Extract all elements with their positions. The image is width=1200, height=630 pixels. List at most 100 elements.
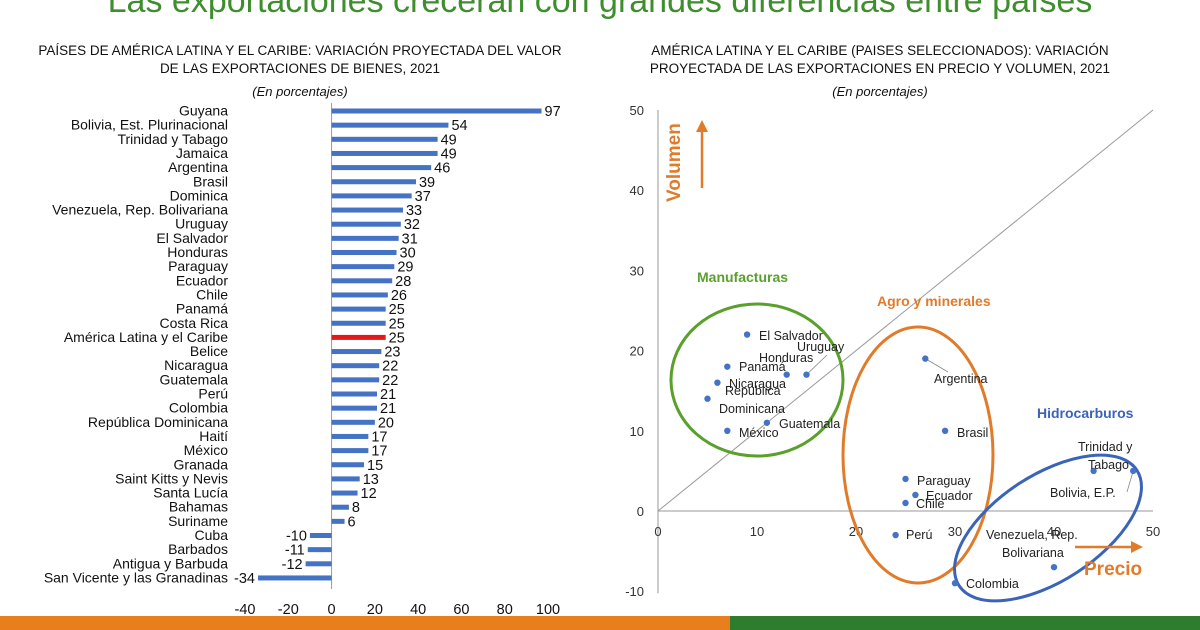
scatter-x-tick-label: 10 xyxy=(750,524,764,539)
scatter-chart-title: AMÉRICA LATINA Y EL CARIBE (PAISES SELEC… xyxy=(600,42,1160,78)
footer-bar-left xyxy=(0,616,730,630)
bar-category-label: Granada xyxy=(174,456,229,472)
scatter-point-label: Dominicana xyxy=(719,402,785,416)
bar-x-tick-label: 40 xyxy=(410,602,426,618)
bar-category-label: Colombia xyxy=(169,400,228,416)
bar-value-label: 25 xyxy=(389,302,405,318)
bar-value-label: 46 xyxy=(434,161,450,177)
bar xyxy=(331,250,397,255)
bar-category-label: México xyxy=(184,442,229,458)
bar-category-label: Suriname xyxy=(168,513,228,529)
bar-category-label: Guyana xyxy=(179,103,228,119)
scatter-chart-title-line2: PROYECTADA DE LAS EXPORTACIONES EN PRECI… xyxy=(649,61,1111,76)
bar xyxy=(309,533,332,538)
scatter-x-axis-label: Precio xyxy=(1084,559,1142,580)
bar-value-label: 22 xyxy=(382,359,398,375)
bar-category-label: Jamaica xyxy=(176,145,228,161)
bar-category-label: Haití xyxy=(199,428,228,444)
bar xyxy=(331,518,345,524)
bar-category-label: América Latina y el Caribe xyxy=(64,329,228,345)
scatter-chart-title-line1: AMÉRICA LATINA Y EL CARIBE (PAISES SELEC… xyxy=(651,43,1109,58)
bar-value-label: 26 xyxy=(391,288,407,304)
bar xyxy=(331,476,360,482)
scatter-point xyxy=(951,579,959,587)
bar xyxy=(331,504,349,510)
footer-bar-right xyxy=(730,616,1200,630)
bar-value-label: -11 xyxy=(285,543,305,559)
bar-value-label: 20 xyxy=(378,415,394,431)
scatter-point-label: República xyxy=(725,384,781,398)
bar xyxy=(331,165,432,171)
scatter-point xyxy=(902,499,909,507)
bar-value-label: 28 xyxy=(395,274,411,290)
bar-category-label: Venezuela, Rep. Bolivariana xyxy=(52,202,228,218)
bar-chart-subtitle: (En porcentajes) xyxy=(252,84,348,99)
headline: Las exportaciones crecerán con grandes d… xyxy=(107,0,1093,20)
bar-value-label: 33 xyxy=(406,203,422,219)
scatter-point xyxy=(1090,467,1097,475)
scatter-point-label: Brasil xyxy=(957,426,988,440)
bar xyxy=(307,547,332,553)
bar-value-label: -34 xyxy=(234,571,255,587)
group-label: Agro y minerales xyxy=(877,293,991,309)
bar-value-label: 21 xyxy=(380,401,396,417)
scatter-y-tick-label: 40 xyxy=(630,183,644,198)
bar-value-label: 17 xyxy=(371,429,387,445)
bar xyxy=(331,405,378,411)
scatter-y-tick-label: 10 xyxy=(630,424,644,439)
bar-value-label: 6 xyxy=(348,514,356,530)
group-label: Hidrocarburos xyxy=(1037,405,1134,421)
scatter-point xyxy=(1050,563,1058,571)
bar-category-label: Barbados xyxy=(168,541,228,557)
bar-category-label: Bolivia, Est. Plurinacional xyxy=(71,117,228,133)
scatter-point xyxy=(714,379,721,386)
bar-value-label: 39 xyxy=(419,175,435,191)
scatter-point-label: Guatemala xyxy=(779,417,840,431)
scatter-point-label: Uruguay xyxy=(797,340,845,354)
bar-x-tick-label: -40 xyxy=(235,602,256,618)
scatter-point-label: Colombia xyxy=(966,577,1019,591)
bar-x-tick-label: -20 xyxy=(278,602,299,618)
scatter-point-label: Nicaragua xyxy=(729,377,786,391)
group-ellipse xyxy=(841,325,995,585)
bar-category-label: Costa Rica xyxy=(160,315,229,331)
scatter-point-label: Tabago xyxy=(1088,458,1129,472)
bar-category-label: San Vicente y las Granadinas xyxy=(44,569,228,585)
bar-chart-title-line1: PAÍSES DE AMÉRICA LATINA Y EL CARIBE: VA… xyxy=(38,43,562,58)
bar xyxy=(331,462,365,468)
bar xyxy=(331,334,386,340)
bar xyxy=(331,278,393,284)
bar-category-label: Perú xyxy=(198,386,228,402)
scatter-y-tick-label: 50 xyxy=(630,103,644,118)
bar-value-label: 29 xyxy=(397,260,413,276)
bar-value-label: 25 xyxy=(389,330,405,346)
bar-category-label: Santa Lucía xyxy=(153,485,228,501)
bar-x-tick-label: 80 xyxy=(497,602,513,618)
bar xyxy=(331,448,369,454)
bar-x-tick-label: 20 xyxy=(367,602,383,618)
bar-category-label: Brasil xyxy=(193,173,228,189)
bar-category-label: República Dominicana xyxy=(88,414,228,430)
bar xyxy=(331,193,412,199)
scatter-point-label: Perú xyxy=(906,528,932,542)
bar xyxy=(331,122,449,128)
scatter-point xyxy=(704,395,711,402)
bar-value-label: -12 xyxy=(282,557,303,573)
bar-x-tick-label: 100 xyxy=(536,602,560,618)
scatter-point xyxy=(724,427,731,434)
bar-category-label: Belice xyxy=(190,343,228,359)
bar-chart-title: PAÍSES DE AMÉRICA LATINA Y EL CARIBE: VA… xyxy=(10,42,590,78)
bar xyxy=(331,306,386,312)
bar xyxy=(331,207,403,213)
bar-value-label: 37 xyxy=(415,189,431,205)
bar xyxy=(331,377,380,383)
bar-category-label: Uruguay xyxy=(175,216,228,232)
bar xyxy=(331,221,401,227)
leader-line xyxy=(925,358,949,373)
bar xyxy=(331,264,395,270)
bar xyxy=(331,433,369,439)
bar-category-label: Nicaragua xyxy=(164,357,228,373)
bar-chart-title-line2: DE LAS EXPORTACIONES DE BIENES, 2021 xyxy=(159,61,441,76)
scatter-point xyxy=(783,371,790,378)
bar-value-label: 17 xyxy=(371,444,387,460)
